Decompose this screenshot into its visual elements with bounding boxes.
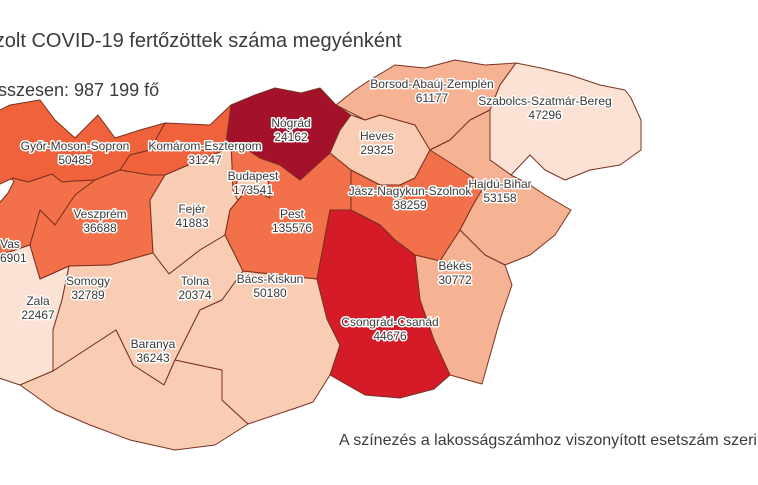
svg-text:50180: 50180 (253, 286, 287, 300)
svg-text:30772: 30772 (438, 273, 472, 287)
svg-text:24162: 24162 (274, 130, 308, 144)
svg-text:Győr-Moson-Sopron: Győr-Moson-Sopron (21, 139, 130, 153)
svg-text:Komárom-Esztergom: Komárom-Esztergom (148, 139, 261, 153)
svg-text:Vas: Vas (0, 237, 20, 251)
svg-text:26901: 26901 (0, 251, 27, 265)
svg-text:135576: 135576 (272, 221, 312, 235)
svg-text:Fejér: Fejér (178, 202, 205, 216)
svg-text:61177: 61177 (416, 91, 449, 105)
svg-text:50485: 50485 (58, 153, 92, 167)
svg-text:Baranya: Baranya (131, 337, 176, 351)
svg-text:Békés: Békés (438, 259, 471, 273)
svg-text:38259: 38259 (393, 198, 427, 212)
svg-text:22467: 22467 (21, 308, 55, 322)
svg-text:36243: 36243 (136, 351, 170, 365)
svg-text:Tolna: Tolna (181, 274, 210, 288)
svg-text:53158: 53158 (483, 191, 517, 205)
svg-text:Nógrád: Nógrád (271, 116, 310, 130)
svg-text:Szabolcs-Szatmár-Bereg: Szabolcs-Szatmár-Bereg (478, 94, 611, 108)
svg-text:31247: 31247 (188, 153, 222, 167)
svg-text:Veszprém: Veszprém (73, 207, 126, 221)
svg-text:20374: 20374 (178, 288, 212, 302)
svg-text:44676: 44676 (373, 329, 407, 343)
svg-text:Pest: Pest (280, 207, 305, 221)
svg-text:173541: 173541 (233, 183, 273, 197)
svg-text:47296: 47296 (528, 108, 562, 122)
svg-text:32789: 32789 (71, 288, 105, 302)
svg-text:29325: 29325 (360, 143, 394, 157)
svg-text:Bács-Kiskun: Bács-Kiskun (237, 272, 304, 286)
svg-text:Hajdú-Bihar: Hajdú-Bihar (468, 177, 531, 191)
svg-text:Zala: Zala (26, 294, 50, 308)
svg-text:Budapest: Budapest (228, 169, 279, 183)
svg-text:Jász-Nagykun-Szolnok: Jász-Nagykun-Szolnok (349, 184, 473, 198)
svg-text:Csongrád-Csanád: Csongrád-Csanád (341, 315, 438, 329)
svg-text:41883: 41883 (175, 216, 209, 230)
svg-text:36688: 36688 (83, 221, 117, 235)
svg-text:Borsod-Abaúj-Zemplén: Borsod-Abaúj-Zemplén (370, 77, 493, 91)
svg-text:Heves: Heves (360, 129, 394, 143)
svg-text:Somogy: Somogy (66, 274, 110, 288)
